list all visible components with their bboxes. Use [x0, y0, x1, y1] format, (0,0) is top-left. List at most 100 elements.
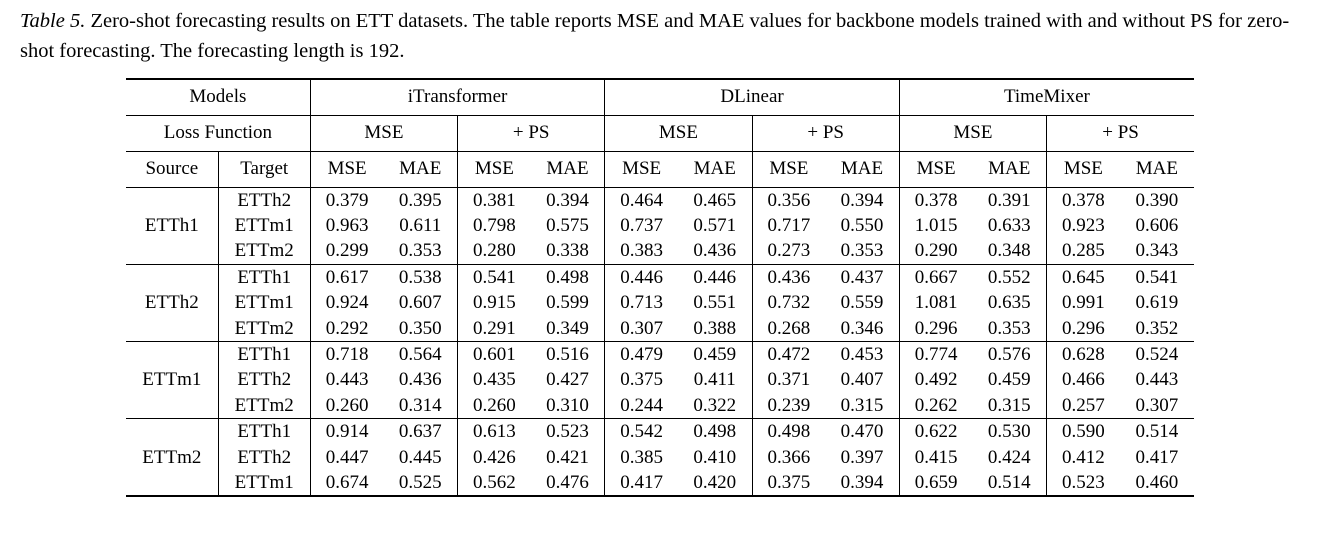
- value-cell: 0.524: [1135, 343, 1179, 365]
- value-cell: 0.470: [840, 421, 884, 443]
- value-cell: 0.622: [898, 418, 973, 445]
- caption-label: Table 5.: [20, 10, 86, 32]
- value-cell: 0.447: [309, 444, 384, 470]
- value-cell: 0.611: [399, 214, 442, 236]
- loss-timemixer-ps: + PS: [1046, 115, 1194, 151]
- metric-mse: MSE: [604, 151, 678, 187]
- value-cell: 0.551: [693, 292, 737, 314]
- target-cell: ETTm1: [217, 290, 311, 316]
- value-cell: 0.378: [898, 187, 973, 213]
- value-cell: 0.239: [751, 392, 826, 419]
- value-cell: 0.564: [398, 343, 442, 365]
- value-cell: 0.420: [693, 471, 737, 493]
- value-cell: 0.606: [1135, 214, 1179, 236]
- table-row: ETTm1 ETTh1 0.718 0.564 0.601 0.516 0.479 0.459…: [126, 341, 1194, 390]
- target-cell: ETTh1: [217, 418, 311, 445]
- value-cell: 0.417: [1135, 446, 1179, 468]
- value-cell: 0.379: [309, 187, 384, 213]
- value-cell: 0.607: [398, 292, 442, 314]
- value-cell: 0.674: [309, 469, 384, 497]
- value-cell: 0.523: [1046, 469, 1120, 497]
- table-caption: Table 5. Zero-shot forecasting results o…: [20, 6, 1315, 66]
- loss-dlinear-ps: + PS: [751, 115, 900, 151]
- value-cell: 0.417: [604, 469, 678, 497]
- value-cell: 0.411: [693, 369, 736, 391]
- value-cell: 0.378: [1046, 187, 1120, 213]
- value-cell: 0.268: [751, 315, 826, 342]
- value-cell: 0.991: [1046, 290, 1120, 316]
- value-cell: 0.446: [604, 264, 678, 291]
- value-cell: 0.349: [546, 317, 589, 339]
- value-cell: 0.395: [398, 189, 442, 211]
- source-cell: ETTm2: [142, 446, 202, 468]
- value-cell: 0.492: [898, 367, 973, 393]
- target-cell: ETTh2: [217, 187, 311, 213]
- value-cell: 0.381: [457, 187, 531, 213]
- value-cell: 0.375: [751, 469, 826, 497]
- value-cell: 0.619: [1135, 292, 1179, 314]
- value-cell: 1.081: [898, 290, 973, 316]
- value-cell: 0.353: [398, 240, 442, 262]
- value-cell: 0.963: [309, 212, 384, 239]
- metric-mae: MAE: [840, 158, 884, 179]
- value-cell: 0.353: [840, 240, 884, 262]
- value-cell: 0.635: [987, 292, 1031, 314]
- value-cell: 0.562: [457, 469, 531, 497]
- value-cell: 0.343: [1135, 240, 1179, 262]
- header-row-models: Models iTransformer DLinear TimeMixer: [126, 79, 1194, 115]
- value-cell: 0.498: [546, 266, 589, 288]
- value-cell: 0.314: [398, 394, 442, 416]
- value-cell: 0.352: [1135, 317, 1179, 339]
- value-cell: 0.437: [840, 266, 884, 288]
- value-cell: 0.427: [546, 369, 589, 391]
- value-cell: 0.717: [751, 212, 826, 239]
- target-cell: ETTh2: [217, 444, 311, 470]
- target-cell: ETTm2: [217, 315, 311, 342]
- value-cell: 0.628: [1046, 341, 1120, 368]
- value-cell: 0.310: [546, 394, 589, 416]
- value-cell: 0.718: [309, 341, 384, 368]
- value-cell: 0.732: [751, 290, 826, 316]
- header-row-loss: Loss Function MSE + PS MSE + PS MSE + PS: [126, 115, 1194, 151]
- source-cell: ETTh2: [144, 292, 199, 314]
- table-row: ETTh2 0.447 0.445 0.426 0.421 0.385 0.410 0.366…: [126, 444, 1194, 470]
- value-cell: 0.601: [457, 341, 531, 368]
- value-cell: 0.307: [1135, 394, 1179, 416]
- results-body: ETTh1 ETTh2 0.379 0.395 0.381 0.394 0.464 0.465…: [126, 187, 1194, 497]
- value-cell: 0.737: [604, 212, 678, 239]
- value-cell: 0.315: [987, 394, 1031, 416]
- header-row-metrics: Source Target MSE MAE MSE MAE MSE MAE MS…: [126, 151, 1194, 187]
- value-cell: 0.391: [987, 189, 1031, 211]
- value-cell: 0.350: [398, 317, 442, 339]
- value-cell: 0.424: [987, 446, 1031, 468]
- value-cell: 0.924: [309, 290, 384, 316]
- value-cell: 0.466: [1046, 367, 1120, 393]
- value-cell: 0.292: [309, 315, 384, 342]
- value-cell: 0.575: [546, 214, 589, 236]
- value-cell: 0.291: [457, 315, 531, 342]
- value-cell: 0.552: [987, 266, 1031, 288]
- loss-function-header: Loss Function: [163, 122, 272, 143]
- value-cell: 0.516: [546, 343, 589, 365]
- target-cell: ETTm1: [217, 212, 311, 239]
- value-cell: 0.356: [751, 187, 826, 213]
- value-cell: 0.353: [987, 317, 1031, 339]
- value-cell: 0.774: [898, 341, 973, 368]
- value-cell: 0.407: [840, 369, 884, 391]
- value-cell: 0.637: [398, 421, 442, 443]
- table-row: ETTm2 0.299 0.353 0.280 0.338 0.383 0.436 0.273…: [126, 238, 1194, 265]
- value-cell: 0.371: [751, 367, 826, 393]
- value-cell: 0.476: [546, 471, 589, 493]
- value-cell: 0.296: [1046, 315, 1120, 342]
- value-cell: 0.262: [898, 392, 973, 419]
- value-cell: 0.445: [398, 446, 442, 468]
- value-cell: 0.590: [1046, 418, 1120, 445]
- value-cell: 0.479: [604, 341, 678, 368]
- value-cell: 0.436: [693, 240, 737, 262]
- value-cell: 0.453: [840, 343, 884, 365]
- results-table: Models iTransformer DLinear TimeMixer Lo…: [126, 78, 1194, 497]
- value-cell: 0.296: [898, 315, 973, 342]
- value-cell: 0.498: [693, 421, 737, 443]
- value-cell: 0.307: [604, 315, 678, 342]
- value-cell: 0.645: [1046, 264, 1120, 291]
